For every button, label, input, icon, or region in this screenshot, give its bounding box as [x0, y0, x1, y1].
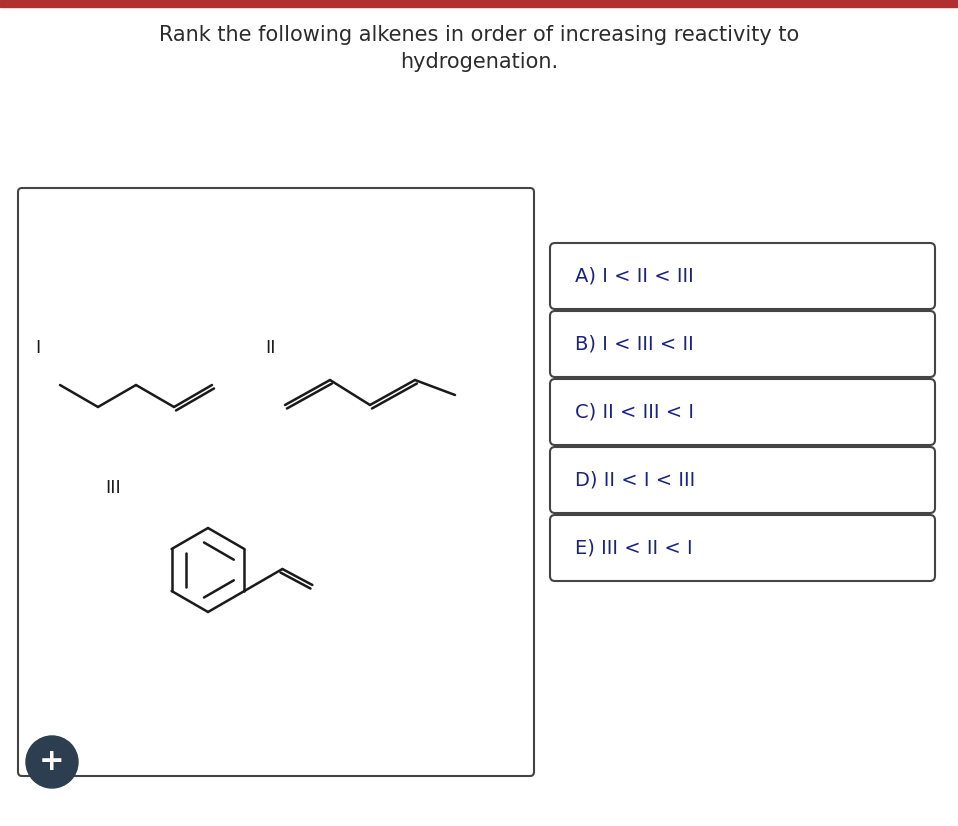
Text: B) I < III < II: B) I < III < II: [575, 335, 694, 354]
Text: C) II < III < I: C) II < III < I: [575, 402, 694, 421]
FancyBboxPatch shape: [550, 243, 935, 309]
Text: D) II < I < III: D) II < I < III: [575, 471, 696, 490]
Text: +: +: [39, 748, 65, 776]
FancyBboxPatch shape: [18, 188, 534, 776]
Text: II: II: [265, 339, 276, 357]
Text: I: I: [35, 339, 40, 357]
Text: A) I < II < III: A) I < II < III: [575, 267, 694, 286]
Text: hydrogenation.: hydrogenation.: [399, 52, 559, 72]
Text: Rank the following alkenes in order of increasing reactivity to: Rank the following alkenes in order of i…: [159, 25, 799, 45]
Text: III: III: [105, 479, 121, 497]
FancyBboxPatch shape: [550, 311, 935, 377]
Circle shape: [26, 736, 78, 788]
FancyBboxPatch shape: [550, 515, 935, 581]
FancyBboxPatch shape: [550, 379, 935, 445]
Bar: [0, 0, 958, 7]
FancyBboxPatch shape: [550, 447, 935, 513]
Text: E) III < II < I: E) III < II < I: [575, 539, 693, 558]
